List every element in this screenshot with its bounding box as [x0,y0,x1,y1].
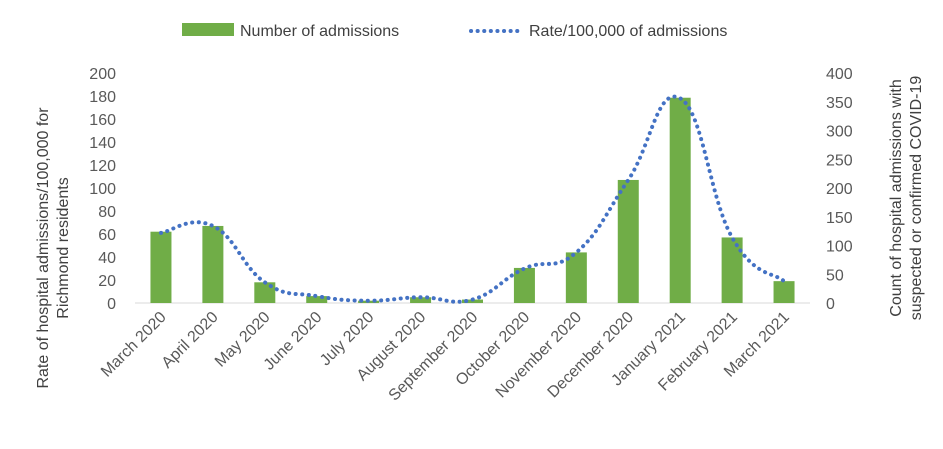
bar [721,237,743,303]
right-tick-label: 100 [826,239,853,256]
legend-bar-label: Number of admissions [240,23,399,40]
right-tick-label: 400 [826,66,853,83]
x-tick-label: March 2020 [98,309,170,381]
bar [513,267,535,303]
bar [669,97,691,303]
legend: Number of admissions Rate/100,000 of adm… [182,23,727,40]
left-tick-label: 60 [98,227,116,244]
bar [306,296,328,303]
right-tick-label: 350 [826,95,853,112]
left-axis-ticks: 0 20 40 60 80 100 120 140 160 180 200 [89,66,116,313]
left-tick-label: 180 [89,89,116,106]
x-tick-label: April 2020 [159,309,222,372]
left-tick-label: 120 [89,158,116,175]
left-axis-title-line2: Richmond residents [55,177,72,318]
left-tick-label: 20 [98,273,116,290]
bar-series [150,97,795,303]
left-tick-label: 200 [89,66,116,83]
legend-line-label: Rate/100,000 of admissions [529,23,727,40]
legend-bar-swatch [182,23,234,36]
left-axis-title: Rate of hospital admissions/100,000 for [35,107,52,389]
right-tick-label: 0 [826,296,835,313]
right-axis-title: Count of hospital admissions with [888,79,905,316]
bar [565,252,587,303]
rate-line [158,94,787,304]
rate-line-series [158,94,787,304]
left-tick-label: 160 [89,112,116,129]
bar [202,225,224,303]
bar [410,297,432,303]
right-axis-title-line2: suspected or confirmed COVID-19 [908,76,925,321]
right-tick-label: 50 [826,267,844,284]
left-tick-label: 0 [107,296,116,313]
right-tick-label: 300 [826,124,853,141]
right-tick-label: 200 [826,181,853,198]
bar [773,281,795,303]
bar [150,231,172,303]
right-tick-label: 150 [826,210,853,227]
left-tick-label: 40 [98,250,116,267]
left-tick-label: 100 [89,181,116,198]
right-axis-ticks: 0 50 100 150 200 250 300 350 400 [826,66,853,313]
right-tick-label: 250 [826,152,853,169]
x-tick-label: September 2020 [386,309,482,405]
left-tick-label: 140 [89,135,116,152]
bar [617,179,639,303]
left-tick-label: 80 [98,204,116,221]
